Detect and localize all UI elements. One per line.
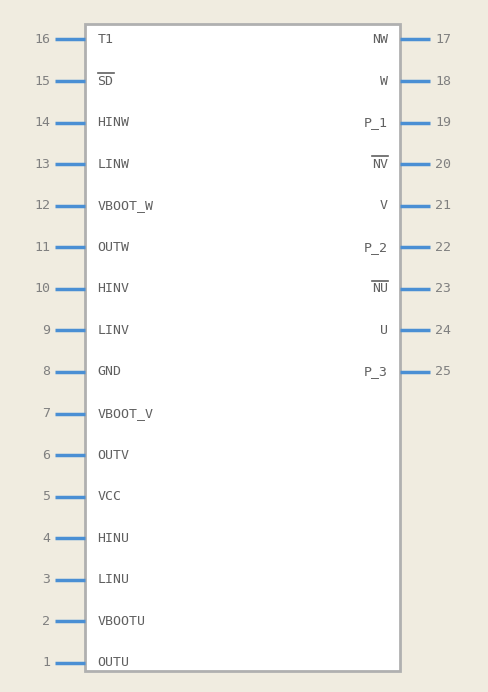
Text: 13: 13 — [34, 158, 50, 171]
Text: LINU: LINU — [98, 573, 130, 586]
Text: NV: NV — [372, 158, 388, 171]
Text: W: W — [380, 75, 388, 87]
Text: 9: 9 — [42, 324, 50, 337]
Text: 18: 18 — [435, 75, 451, 87]
Text: 4: 4 — [42, 531, 50, 545]
Text: 3: 3 — [42, 573, 50, 586]
Text: 8: 8 — [42, 365, 50, 379]
Text: VBOOTU: VBOOTU — [98, 615, 145, 628]
Text: GND: GND — [98, 365, 122, 379]
Text: 5: 5 — [42, 490, 50, 503]
Text: 12: 12 — [34, 199, 50, 212]
Text: 19: 19 — [435, 116, 451, 129]
Text: 23: 23 — [435, 282, 451, 295]
Text: HINW: HINW — [98, 116, 130, 129]
Text: 16: 16 — [34, 33, 50, 46]
Text: 1: 1 — [42, 657, 50, 669]
Text: HINU: HINU — [98, 531, 130, 545]
Text: 10: 10 — [34, 282, 50, 295]
Text: 20: 20 — [435, 158, 451, 171]
Text: 24: 24 — [435, 324, 451, 337]
Text: 14: 14 — [34, 116, 50, 129]
Text: VBOOT_W: VBOOT_W — [98, 199, 154, 212]
Text: 2: 2 — [42, 615, 50, 628]
Text: LINW: LINW — [98, 158, 130, 171]
Text: NW: NW — [372, 33, 388, 46]
Text: OUTV: OUTV — [98, 448, 130, 462]
Text: U: U — [380, 324, 388, 337]
Text: VCC: VCC — [98, 490, 122, 503]
Text: P_1: P_1 — [364, 116, 388, 129]
Text: 17: 17 — [435, 33, 451, 46]
Text: 22: 22 — [435, 241, 451, 254]
Text: 25: 25 — [435, 365, 451, 379]
Text: VBOOT_V: VBOOT_V — [98, 407, 154, 420]
Text: 15: 15 — [34, 75, 50, 87]
Text: 6: 6 — [42, 448, 50, 462]
Text: NU: NU — [372, 282, 388, 295]
Text: P_2: P_2 — [364, 241, 388, 254]
Bar — [85, 24, 400, 671]
Text: 7: 7 — [42, 407, 50, 420]
Text: OUTW: OUTW — [98, 241, 130, 254]
Text: V: V — [380, 199, 388, 212]
Text: LINV: LINV — [98, 324, 130, 337]
Text: 11: 11 — [34, 241, 50, 254]
Text: 21: 21 — [435, 199, 451, 212]
Text: HINV: HINV — [98, 282, 130, 295]
Text: P_3: P_3 — [364, 365, 388, 379]
Text: T1: T1 — [98, 33, 114, 46]
Text: OUTU: OUTU — [98, 657, 130, 669]
Text: SD: SD — [98, 75, 114, 87]
